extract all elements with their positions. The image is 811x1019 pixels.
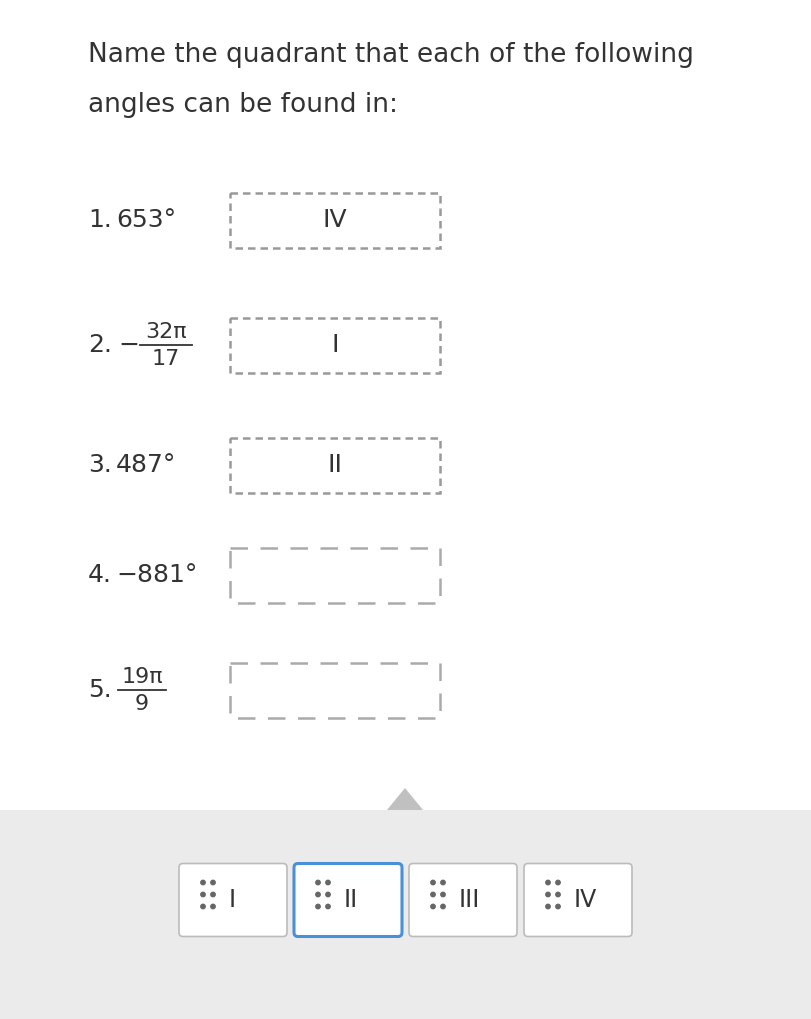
Circle shape <box>201 893 205 897</box>
FancyBboxPatch shape <box>524 863 632 936</box>
Text: 19π: 19π <box>122 667 163 687</box>
Text: 2.: 2. <box>88 333 112 357</box>
Circle shape <box>556 880 560 884</box>
Bar <box>230 318 440 373</box>
Text: IV: IV <box>574 888 597 912</box>
FancyBboxPatch shape <box>409 863 517 936</box>
Text: 17: 17 <box>152 348 180 369</box>
FancyBboxPatch shape <box>294 863 402 936</box>
Text: I: I <box>229 888 236 912</box>
Circle shape <box>441 893 445 897</box>
Text: 5.: 5. <box>88 678 112 702</box>
Bar <box>0 810 811 1019</box>
Circle shape <box>441 904 445 909</box>
Circle shape <box>556 904 560 909</box>
Text: 1.: 1. <box>88 208 112 232</box>
Circle shape <box>546 893 550 897</box>
Circle shape <box>315 893 320 897</box>
Circle shape <box>201 880 205 884</box>
Circle shape <box>431 893 436 897</box>
Circle shape <box>211 893 215 897</box>
Bar <box>230 193 440 248</box>
Bar <box>230 547 440 602</box>
Text: angles can be found in:: angles can be found in: <box>88 92 398 118</box>
Text: Name the quadrant that each of the following: Name the quadrant that each of the follo… <box>88 42 694 68</box>
Text: II: II <box>344 888 358 912</box>
Text: 653°: 653° <box>116 208 176 232</box>
Text: 4.: 4. <box>88 564 112 587</box>
Bar <box>230 437 440 492</box>
Text: III: III <box>459 888 480 912</box>
Circle shape <box>441 880 445 884</box>
Circle shape <box>326 893 330 897</box>
Text: 9: 9 <box>135 694 149 714</box>
Circle shape <box>211 880 215 884</box>
Circle shape <box>556 893 560 897</box>
Text: −881°: −881° <box>116 564 197 587</box>
Polygon shape <box>387 788 423 810</box>
Circle shape <box>315 904 320 909</box>
Circle shape <box>201 904 205 909</box>
Bar <box>230 662 440 717</box>
Circle shape <box>326 904 330 909</box>
Text: II: II <box>328 453 342 477</box>
FancyBboxPatch shape <box>179 863 287 936</box>
Circle shape <box>431 904 436 909</box>
Text: IV: IV <box>323 208 347 232</box>
Text: −: − <box>118 333 139 357</box>
Circle shape <box>326 880 330 884</box>
Circle shape <box>315 880 320 884</box>
Circle shape <box>546 904 550 909</box>
Text: 3.: 3. <box>88 453 112 477</box>
Text: 487°: 487° <box>116 453 176 477</box>
Circle shape <box>211 904 215 909</box>
Circle shape <box>546 880 550 884</box>
Text: 32π: 32π <box>145 322 187 342</box>
Text: I: I <box>331 333 339 357</box>
Circle shape <box>431 880 436 884</box>
